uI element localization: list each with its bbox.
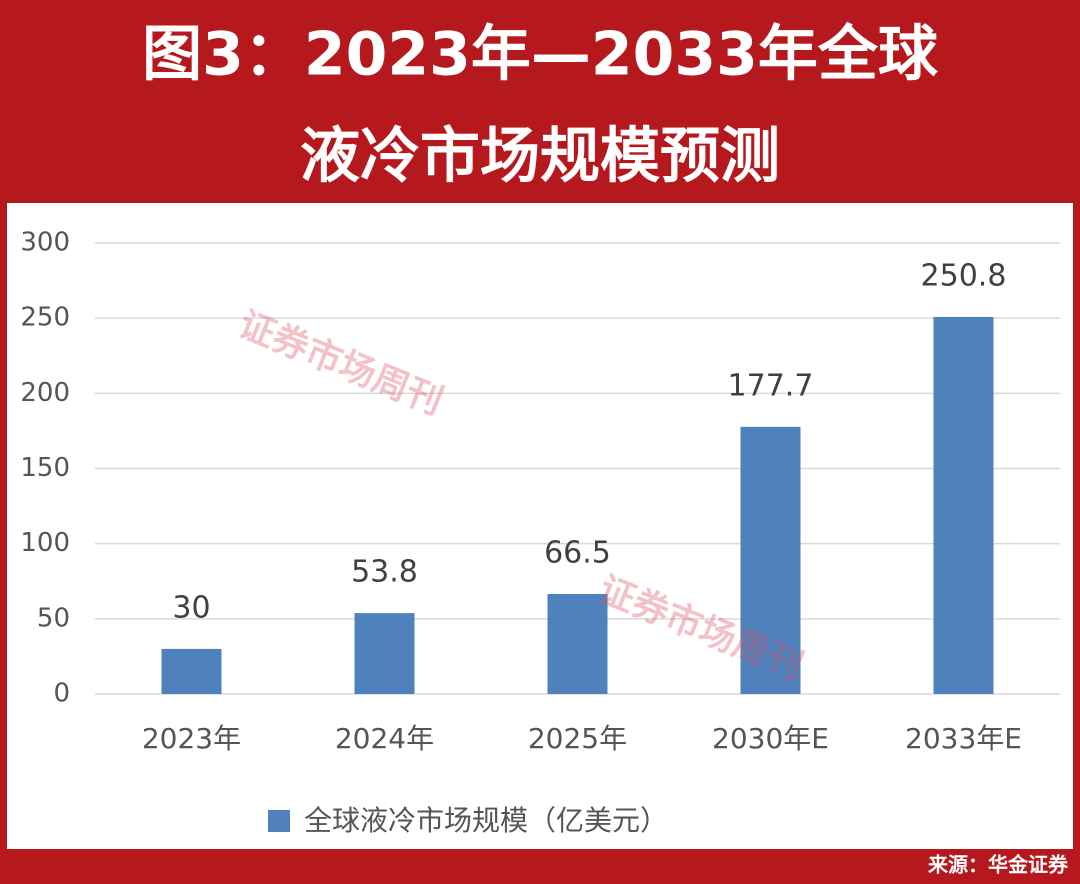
data-label: 250.8 xyxy=(921,258,1007,293)
data-label: 177.7 xyxy=(728,368,814,403)
chart-title: 液冷市场规模预测 xyxy=(300,122,780,192)
x-tick-label: 2030年E xyxy=(712,722,829,755)
y-tick-label: 300 xyxy=(20,228,70,258)
bar xyxy=(740,426,801,694)
bar xyxy=(933,316,994,694)
y-tick-label: 0 xyxy=(53,679,70,709)
data-label: 66.5 xyxy=(544,536,611,571)
bar xyxy=(161,648,222,694)
y-tick-label: 250 xyxy=(20,303,70,333)
y-tick-label: 100 xyxy=(20,528,70,558)
x-tick-label: 2023年 xyxy=(142,722,241,755)
legend-swatch xyxy=(268,810,290,832)
x-tick-label: 2033年E xyxy=(905,722,1022,755)
y-tick-label: 150 xyxy=(20,453,70,483)
legend-label: 全球液冷市场规模（亿美元） xyxy=(304,804,668,837)
y-tick-label: 50 xyxy=(37,603,70,633)
data-label: 53.8 xyxy=(351,555,418,590)
x-tick-label: 2025年 xyxy=(528,722,627,755)
source: 来源：华金证券 xyxy=(927,853,1069,877)
chart-title: 图3：2023年—2033年全球 xyxy=(142,20,939,90)
y-tick-label: 200 xyxy=(20,378,70,408)
x-tick-label: 2024年 xyxy=(335,722,434,755)
data-label: 30 xyxy=(172,590,210,625)
bar xyxy=(547,594,608,694)
plot-panel xyxy=(7,203,1073,849)
bar xyxy=(354,613,415,694)
